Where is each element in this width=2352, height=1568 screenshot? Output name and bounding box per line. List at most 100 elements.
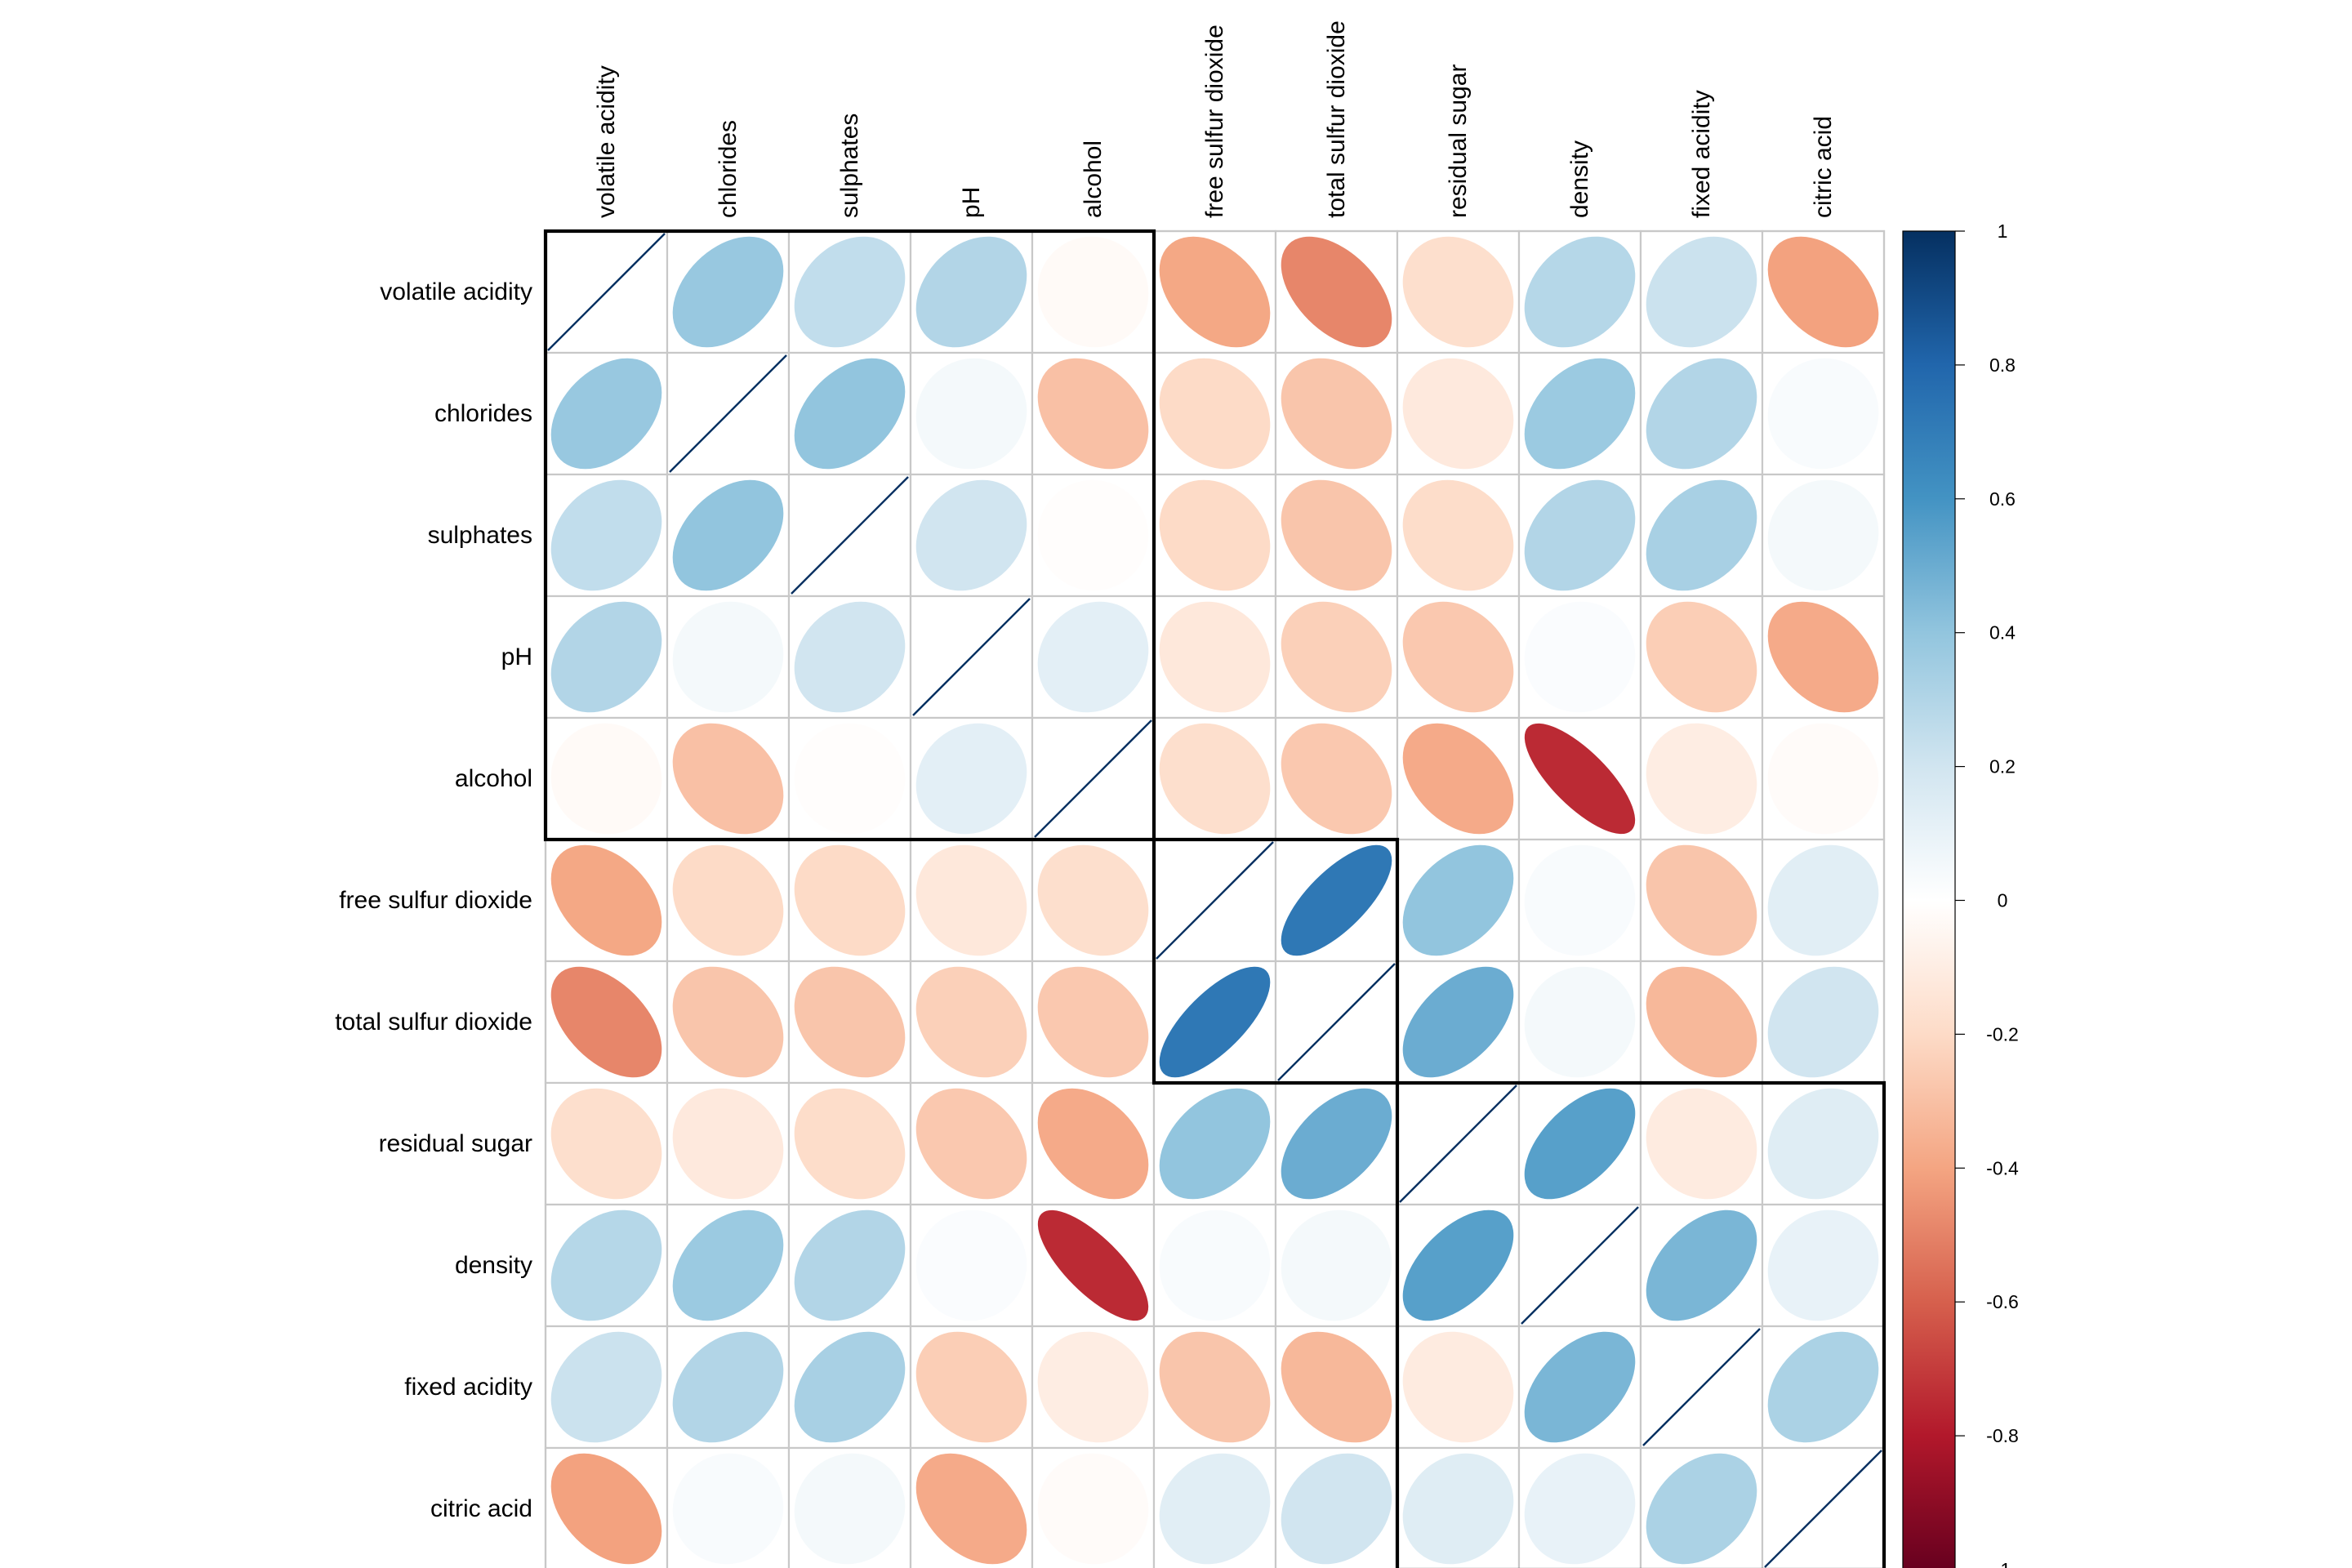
ellipse-sulphates-chlorides — [672, 479, 784, 591]
ellipse-ph-density — [1524, 601, 1636, 713]
ellipse-fixed-acidity-volatile-acidity — [550, 1331, 662, 1443]
ellipse-fixed-acidity-sulphates — [794, 1331, 906, 1443]
row-label-ph: pH — [501, 644, 532, 670]
ellipse-ph-total-sulfur-dioxide — [1281, 601, 1392, 713]
ellipse-total-sulfur-dioxide-sulphates — [794, 966, 906, 1078]
ellipse-sulphates-fixed-acidity — [1646, 479, 1757, 591]
ellipse-residual-sugar-volatile-acidity — [550, 1088, 662, 1200]
col-label-residual-sugar: residual sugar — [1445, 65, 1472, 218]
row-labels: volatile acidity chlorides sulphates pH alco… — [335, 278, 532, 1522]
ellipse-free-sulfur-dioxide-sulphates — [794, 844, 906, 956]
col-label-chlorides: chlorides — [715, 120, 742, 218]
ellipse-sulphates-free-sulfur-dioxide — [1159, 479, 1271, 591]
ellipse-alcohol-total-sulfur-dioxide — [1281, 723, 1392, 835]
col-label-sulphates: sulphates — [836, 114, 863, 218]
ellipse-ph-residual-sugar — [1402, 601, 1514, 713]
ellipse-density-ph — [915, 1209, 1027, 1321]
ellipse-alcohol-fixed-acidity — [1646, 723, 1757, 835]
cluster-rect-3 — [1395, 1080, 1886, 1568]
diagonal-ellipse-citric-acid — [1764, 1450, 1882, 1568]
ellipse-volatile-acidity-ph — [915, 236, 1027, 348]
ellipse-residual-sugar-ph — [915, 1088, 1027, 1200]
ellipse-free-sulfur-dioxide-volatile-acidity — [550, 844, 662, 956]
ellipse-chlorides-volatile-acidity — [550, 358, 662, 470]
ellipse-ph-fixed-acidity — [1646, 601, 1757, 713]
ellipse-ph-citric-acid — [1767, 601, 1879, 713]
colorbar-tick-label: 0.2 — [1989, 756, 2016, 777]
col-label-free-sulfur-dioxide: free sulfur dioxide — [1201, 24, 1228, 218]
ellipse-density-fixed-acidity — [1646, 1209, 1757, 1321]
row-label-chlorides: chlorides — [434, 400, 532, 427]
diagonal-ellipse-sulphates — [791, 476, 909, 595]
ellipse-residual-sugar-chlorides — [672, 1088, 784, 1200]
colorbar-gradient — [1903, 231, 1955, 1568]
ellipse-chlorides-citric-acid — [1767, 358, 1879, 470]
ellipse-free-sulfur-dioxide-chlorides — [672, 844, 784, 956]
ellipse-chlorides-ph — [915, 358, 1027, 470]
ellipse-chlorides-alcohol — [1037, 358, 1149, 470]
ellipse-citric-acid-total-sulfur-dioxide — [1281, 1453, 1392, 1565]
ellipse-total-sulfur-dioxide-citric-acid — [1767, 966, 1879, 1078]
cluster-rectangles — [543, 229, 1886, 1568]
ellipse-fixed-acidity-alcohol — [1037, 1331, 1149, 1443]
ellipse-chlorides-total-sulfur-dioxide — [1281, 358, 1392, 470]
ellipse-sulphates-alcohol — [1037, 479, 1149, 591]
diagonal-ellipse-ph — [912, 598, 1031, 716]
ellipse-citric-acid-volatile-acidity — [550, 1453, 662, 1565]
ellipse-free-sulfur-dioxide-alcohol — [1037, 844, 1149, 956]
ellipse-alcohol-volatile-acidity — [550, 723, 662, 835]
ellipse-ph-alcohol — [1037, 601, 1149, 713]
ellipse-chlorides-sulphates — [794, 358, 906, 470]
row-label-density: density — [455, 1252, 532, 1279]
ellipse-volatile-acidity-residual-sugar — [1402, 236, 1514, 348]
diagonal-ellipse-volatile-acidity — [547, 233, 666, 351]
row-label-total-sulfur-dioxide: total sulfur dioxide — [335, 1009, 532, 1036]
colorbar-tick-label: -0.4 — [1986, 1157, 2019, 1178]
ellipse-sulphates-ph — [915, 479, 1027, 591]
col-label-ph: pH — [958, 187, 985, 218]
diagonal-ellipse-density — [1521, 1206, 1639, 1325]
row-label-free-sulfur-dioxide: free sulfur dioxide — [339, 887, 532, 914]
ellipse-free-sulfur-dioxide-ph — [915, 844, 1027, 956]
ellipse-residual-sugar-alcohol — [1037, 1088, 1149, 1200]
row-label-sulphates: sulphates — [428, 522, 532, 549]
cluster-rect-2 — [1152, 837, 1400, 1085]
ellipse-volatile-acidity-alcohol — [1037, 236, 1149, 348]
ellipse-free-sulfur-dioxide-total-sulfur-dioxide — [1281, 844, 1392, 956]
diagonal-ellipse-fixed-acidity — [1642, 1328, 1761, 1446]
colorbar-tick-label: 1 — [1998, 220, 2008, 242]
ellipse-citric-acid-ph — [915, 1453, 1027, 1565]
ellipse-volatile-acidity-sulphates — [794, 236, 906, 348]
diagonal-ellipse-chlorides — [669, 354, 787, 473]
ellipse-chlorides-fixed-acidity — [1646, 358, 1757, 470]
ellipse-free-sulfur-dioxide-density — [1524, 844, 1636, 956]
ellipse-alcohol-free-sulfur-dioxide — [1159, 723, 1271, 835]
ellipse-sulphates-volatile-acidity — [550, 479, 662, 591]
grid-outline — [544, 229, 1886, 1568]
row-label-citric-acid: citric acid — [430, 1495, 532, 1522]
ellipse-density-citric-acid — [1767, 1209, 1879, 1321]
ellipse-density-chlorides — [672, 1209, 784, 1321]
ellipse-volatile-acidity-density — [1524, 236, 1636, 348]
ellipse-sulphates-citric-acid — [1767, 479, 1879, 591]
col-label-total-sulfur-dioxide: total sulfur dioxide — [1323, 20, 1350, 218]
ellipse-residual-sugar-sulphates — [794, 1088, 906, 1200]
ellipse-free-sulfur-dioxide-fixed-acidity — [1646, 844, 1757, 956]
ellipse-volatile-acidity-citric-acid — [1767, 236, 1879, 348]
ellipse-residual-sugar-citric-acid — [1767, 1088, 1879, 1200]
ellipse-density-residual-sugar — [1402, 1209, 1514, 1321]
ellipse-fixed-acidity-free-sulfur-dioxide — [1159, 1331, 1271, 1443]
ellipse-alcohol-citric-acid — [1767, 723, 1879, 835]
diagonal-ellipse-residual-sugar — [1399, 1085, 1517, 1203]
ellipse-density-volatile-acidity — [550, 1209, 662, 1321]
ellipse-chlorides-density — [1524, 358, 1636, 470]
ellipse-citric-acid-density — [1524, 1453, 1636, 1565]
ellipse-fixed-acidity-total-sulfur-dioxide — [1281, 1331, 1392, 1443]
colorbar-tick-label: 0.4 — [1989, 622, 2016, 644]
ellipse-ph-sulphates — [794, 601, 906, 713]
ellipse-total-sulfur-dioxide-fixed-acidity — [1646, 966, 1757, 1078]
ellipse-citric-acid-residual-sugar — [1402, 1453, 1514, 1565]
colorbar-tick-label: -0.8 — [1986, 1425, 2019, 1446]
